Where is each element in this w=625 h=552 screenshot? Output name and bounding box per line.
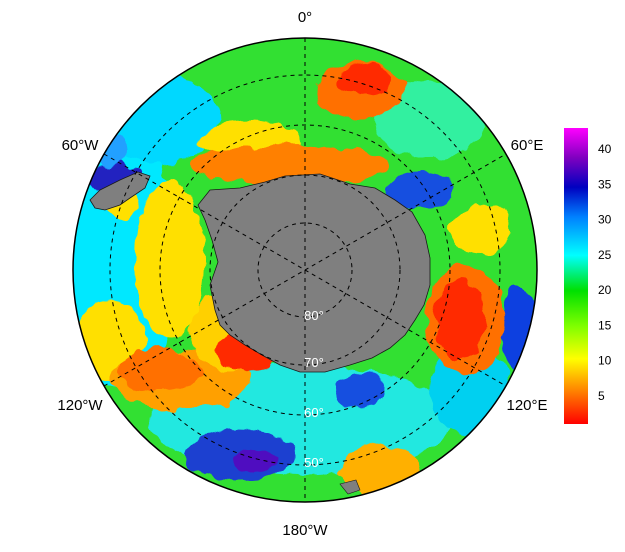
colorbar-tick-label: 40 <box>598 142 612 156</box>
graticule <box>103 38 507 502</box>
colorbar-ticks: 5 10 15 20 25 30 35 40 <box>598 142 612 403</box>
colorbar: 5 10 15 20 25 30 35 40 <box>564 128 612 424</box>
lon-label-60w: 60°W <box>62 137 100 154</box>
lat-label-80: 80° <box>304 308 324 323</box>
colorbar-ramp <box>564 128 588 424</box>
colorbar-tick-label: 35 <box>598 177 612 191</box>
antarctica-landmass <box>89 171 431 495</box>
lon-label-180w: 180°W <box>282 522 328 539</box>
lat-label-70: 70° <box>304 355 324 370</box>
colorbar-tick-label: 20 <box>598 283 612 297</box>
lon-label-120w: 120°W <box>57 397 103 414</box>
colorbar-tick-label: 5 <box>598 389 605 403</box>
lon-label-120e: 120°E <box>506 397 547 414</box>
colorbar-tick-label: 25 <box>598 248 612 262</box>
colorbar-tick-label: 15 <box>598 318 612 332</box>
colorbar-tick-label: 30 <box>598 213 612 227</box>
lat-label-60: 60° <box>304 405 324 420</box>
lon-label-60e: 60°E <box>511 137 544 154</box>
map-boundary <box>72 37 538 503</box>
lon-label-0: 0° <box>298 9 312 26</box>
lat-label-50: 50° <box>304 455 324 470</box>
colorbar-tick-label: 10 <box>598 354 612 368</box>
